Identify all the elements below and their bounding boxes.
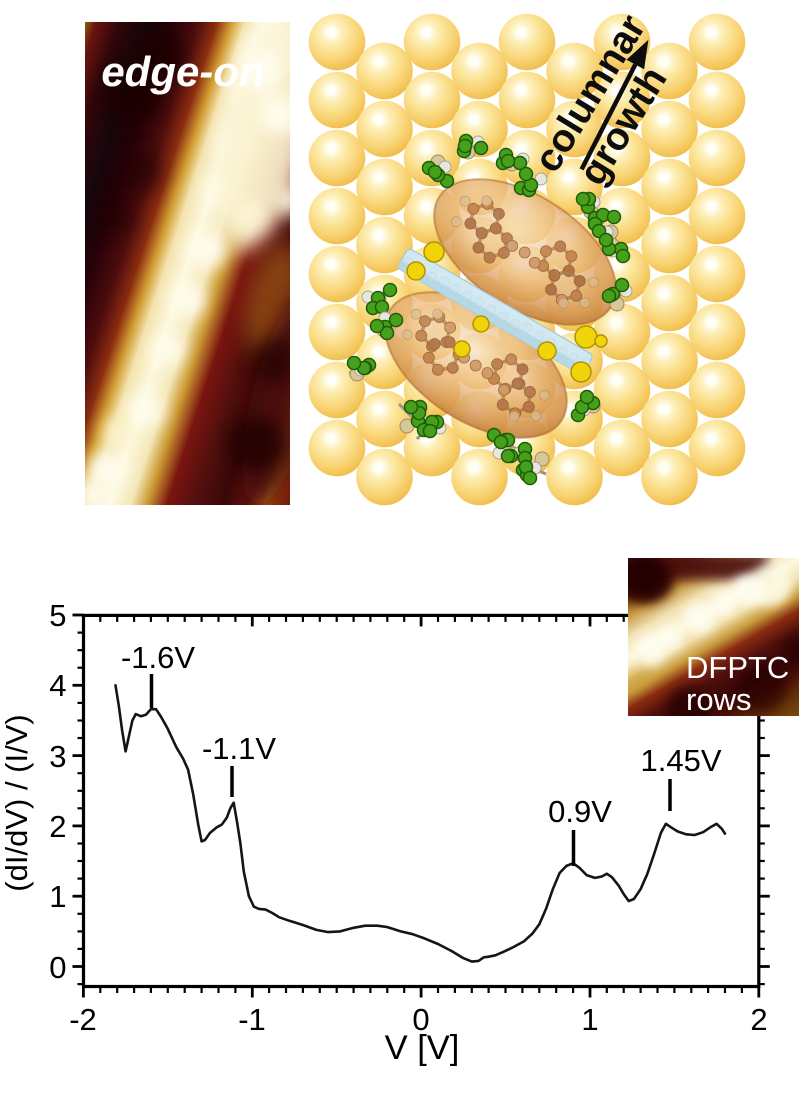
svg-text:edge-on: edge-on xyxy=(101,48,264,95)
svg-text:rows: rows xyxy=(686,682,751,717)
svg-text:3: 3 xyxy=(49,739,66,774)
svg-text:-1.6V: -1.6V xyxy=(121,640,195,675)
svg-text:DFPTC: DFPTC xyxy=(686,650,789,685)
svg-text:1.45V: 1.45V xyxy=(640,743,721,778)
svg-text:-1: -1 xyxy=(238,1002,266,1037)
svg-text:1: 1 xyxy=(581,1002,598,1037)
svg-text:5: 5 xyxy=(49,598,66,633)
svg-text:V [V]: V [V] xyxy=(385,1029,460,1067)
svg-text:-1.1V: -1.1V xyxy=(202,731,276,766)
svg-text:2: 2 xyxy=(49,809,66,844)
svg-text:-2: -2 xyxy=(69,1002,97,1037)
svg-text:4: 4 xyxy=(49,668,66,703)
svg-text:0: 0 xyxy=(412,1002,429,1037)
svg-text:(dI/dV) / (I/V): (dI/dV) / (I/V) xyxy=(0,714,34,891)
svg-text:1: 1 xyxy=(49,879,66,914)
svg-text:0: 0 xyxy=(49,950,66,985)
svg-text:2: 2 xyxy=(750,1002,767,1037)
svg-text:0.9V: 0.9V xyxy=(548,794,612,829)
